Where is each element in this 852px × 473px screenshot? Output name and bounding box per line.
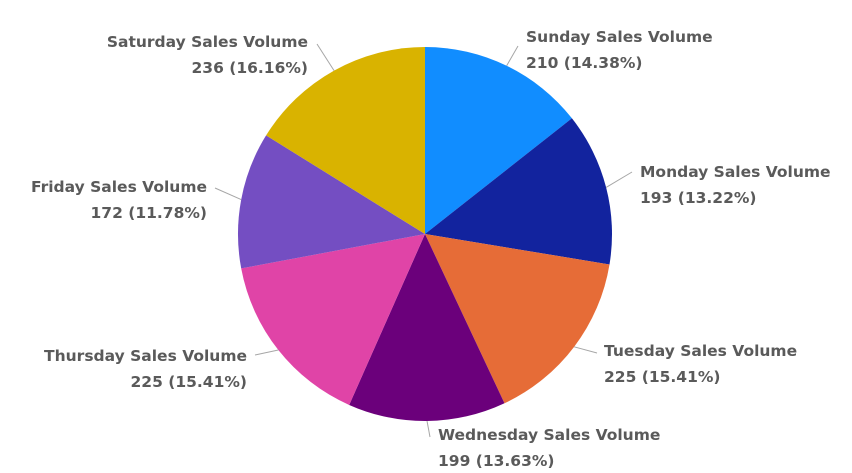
leader-line-monday-sales-volume bbox=[605, 171, 633, 188]
data-label-value-tuesday-sales-volume: 225 (15.41%) bbox=[604, 368, 720, 386]
data-label-value-friday-sales-volume: 172 (11.78%) bbox=[91, 204, 207, 222]
data-label-value-saturday-sales-volume: 236 (16.16%) bbox=[192, 59, 308, 77]
leader-line-wednesday-sales-volume bbox=[426, 420, 431, 438]
leader-line-friday-sales-volume bbox=[214, 187, 242, 201]
data-label-name-thursday-sales-volume: Thursday Sales Volume bbox=[44, 347, 247, 365]
data-label-value-thursday-sales-volume: 225 (15.41%) bbox=[131, 373, 247, 391]
leader-line-tuesday-sales-volume bbox=[573, 346, 598, 354]
slice-wednesday-sales-volume[interactable] bbox=[349, 234, 505, 421]
data-label-value-sunday-sales-volume: 210 (14.38%) bbox=[526, 54, 642, 72]
slice-friday-sales-volume[interactable] bbox=[238, 135, 425, 269]
slice-saturday-sales-volume[interactable] bbox=[266, 47, 425, 234]
slice-sunday-sales-volume[interactable] bbox=[425, 47, 572, 234]
data-label-name-monday-sales-volume: Monday Sales Volume bbox=[640, 163, 831, 181]
pie-slices bbox=[238, 47, 612, 421]
slice-monday-sales-volume[interactable] bbox=[425, 118, 612, 265]
data-label-name-sunday-sales-volume: Sunday Sales Volume bbox=[526, 28, 713, 46]
data-label-value-wednesday-sales-volume: 199 (13.63%) bbox=[438, 452, 554, 470]
data-label-name-tuesday-sales-volume: Tuesday Sales Volume bbox=[604, 342, 797, 360]
data-label-name-friday-sales-volume: Friday Sales Volume bbox=[31, 178, 207, 196]
data-label-name-wednesday-sales-volume: Wednesday Sales Volume bbox=[438, 426, 660, 444]
data-label-value-monday-sales-volume: 193 (13.22%) bbox=[640, 189, 756, 207]
leader-line-thursday-sales-volume bbox=[254, 349, 279, 356]
pie-labels: Sunday Sales Volume 210 (14.38%) Monday Sa… bbox=[31, 28, 831, 470]
leader-line-saturday-sales-volume bbox=[316, 43, 335, 71]
data-label-name-saturday-sales-volume: Saturday Sales Volume bbox=[107, 33, 308, 51]
leader-line-sunday-sales-volume bbox=[506, 45, 519, 67]
slice-thursday-sales-volume[interactable] bbox=[241, 234, 425, 405]
slice-tuesday-sales-volume[interactable] bbox=[425, 234, 610, 404]
